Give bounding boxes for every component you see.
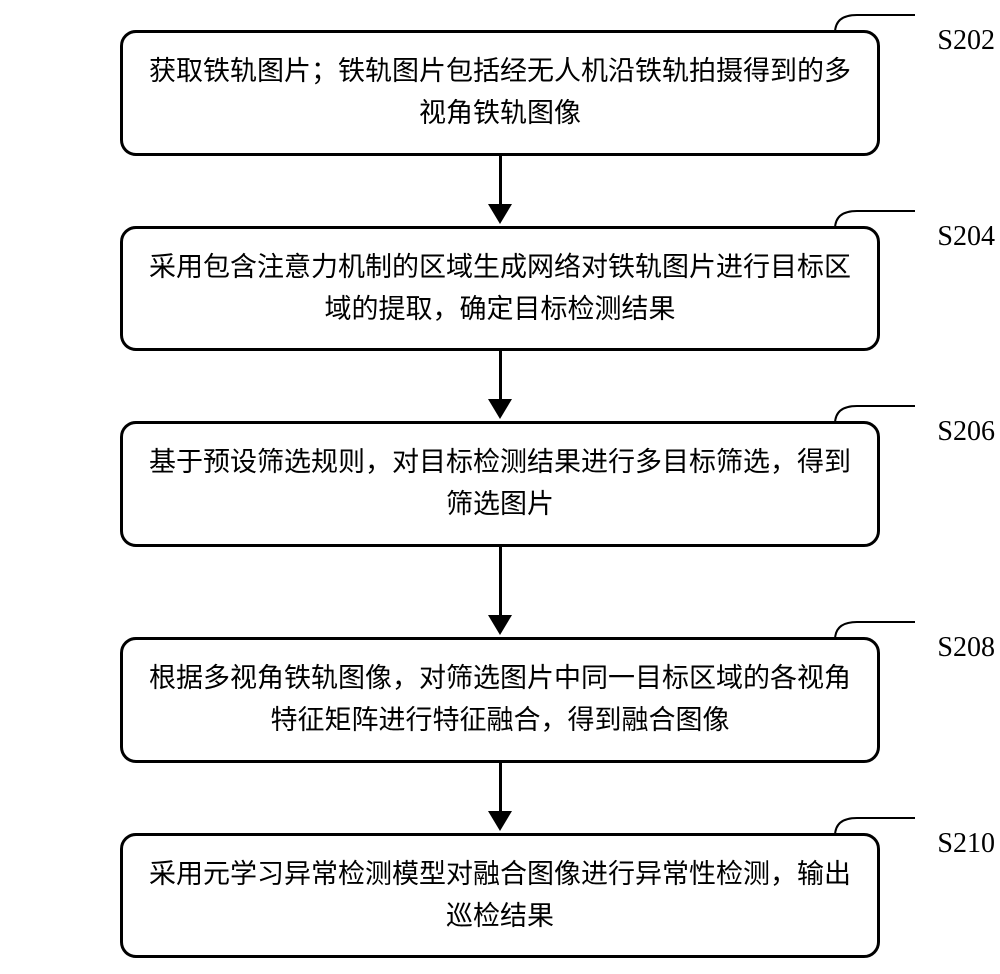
step-label: S208 xyxy=(937,626,995,669)
step-wrapper: 采用包含注意力机制的区域生成网络对铁轨图片进行目标区域的提取，确定目标检测结果 … xyxy=(50,226,950,422)
arrow-head-icon xyxy=(488,399,512,419)
arrow-shaft xyxy=(499,547,502,615)
step-wrapper: 采用元学习异常检测模型对融合图像进行异常性检测，输出巡检结果 S210 xyxy=(50,833,950,959)
arrow-head-icon xyxy=(488,811,512,831)
label-connector xyxy=(835,816,915,836)
arrow-head-icon xyxy=(488,615,512,635)
step-label: S204 xyxy=(937,215,995,258)
label-connector xyxy=(835,620,915,640)
label-connector xyxy=(835,13,915,33)
flow-arrow xyxy=(488,351,512,421)
step-wrapper: 根据多视角铁轨图像，对筛选图片中同一目标区域的各视角特征矩阵进行特征融合，得到融… xyxy=(50,637,950,833)
flow-arrow xyxy=(488,156,512,226)
arrow-head-icon xyxy=(488,204,512,224)
flowchart-container: 获取铁轨图片；铁轨图片包括经无人机沿铁轨拍摄得到的多视角铁轨图像 S202 采用… xyxy=(50,30,950,958)
step-text: 基于预设筛选规则，对目标检测结果进行多目标筛选，得到筛选图片 xyxy=(149,447,851,519)
arrow-shaft xyxy=(499,156,502,204)
label-connector xyxy=(835,404,915,424)
flow-step-s206: 基于预设筛选规则，对目标检测结果进行多目标筛选，得到筛选图片 S206 xyxy=(120,421,880,547)
step-label: S210 xyxy=(937,822,995,865)
step-label: S202 xyxy=(937,19,995,62)
label-connector xyxy=(835,209,915,229)
arrow-shaft xyxy=(499,763,502,811)
step-wrapper: 获取铁轨图片；铁轨图片包括经无人机沿铁轨拍摄得到的多视角铁轨图像 S202 xyxy=(50,30,950,226)
flow-step-s210: 采用元学习异常检测模型对融合图像进行异常性检测，输出巡检结果 S210 xyxy=(120,833,880,959)
flow-arrow xyxy=(488,763,512,833)
flow-step-s202: 获取铁轨图片；铁轨图片包括经无人机沿铁轨拍摄得到的多视角铁轨图像 S202 xyxy=(120,30,880,156)
flow-step-s204: 采用包含注意力机制的区域生成网络对铁轨图片进行目标区域的提取，确定目标检测结果 … xyxy=(120,226,880,352)
step-wrapper: 基于预设筛选规则，对目标检测结果进行多目标筛选，得到筛选图片 S206 xyxy=(50,421,950,637)
step-label: S206 xyxy=(937,410,995,453)
flow-arrow xyxy=(488,547,512,637)
step-text: 根据多视角铁轨图像，对筛选图片中同一目标区域的各视角特征矩阵进行特征融合，得到融… xyxy=(149,663,851,735)
flow-step-s208: 根据多视角铁轨图像，对筛选图片中同一目标区域的各视角特征矩阵进行特征融合，得到融… xyxy=(120,637,880,763)
step-text: 采用包含注意力机制的区域生成网络对铁轨图片进行目标区域的提取，确定目标检测结果 xyxy=(149,252,851,324)
arrow-shaft xyxy=(499,351,502,399)
step-text: 采用元学习异常检测模型对融合图像进行异常性检测，输出巡检结果 xyxy=(149,859,851,931)
step-text: 获取铁轨图片；铁轨图片包括经无人机沿铁轨拍摄得到的多视角铁轨图像 xyxy=(149,56,851,128)
